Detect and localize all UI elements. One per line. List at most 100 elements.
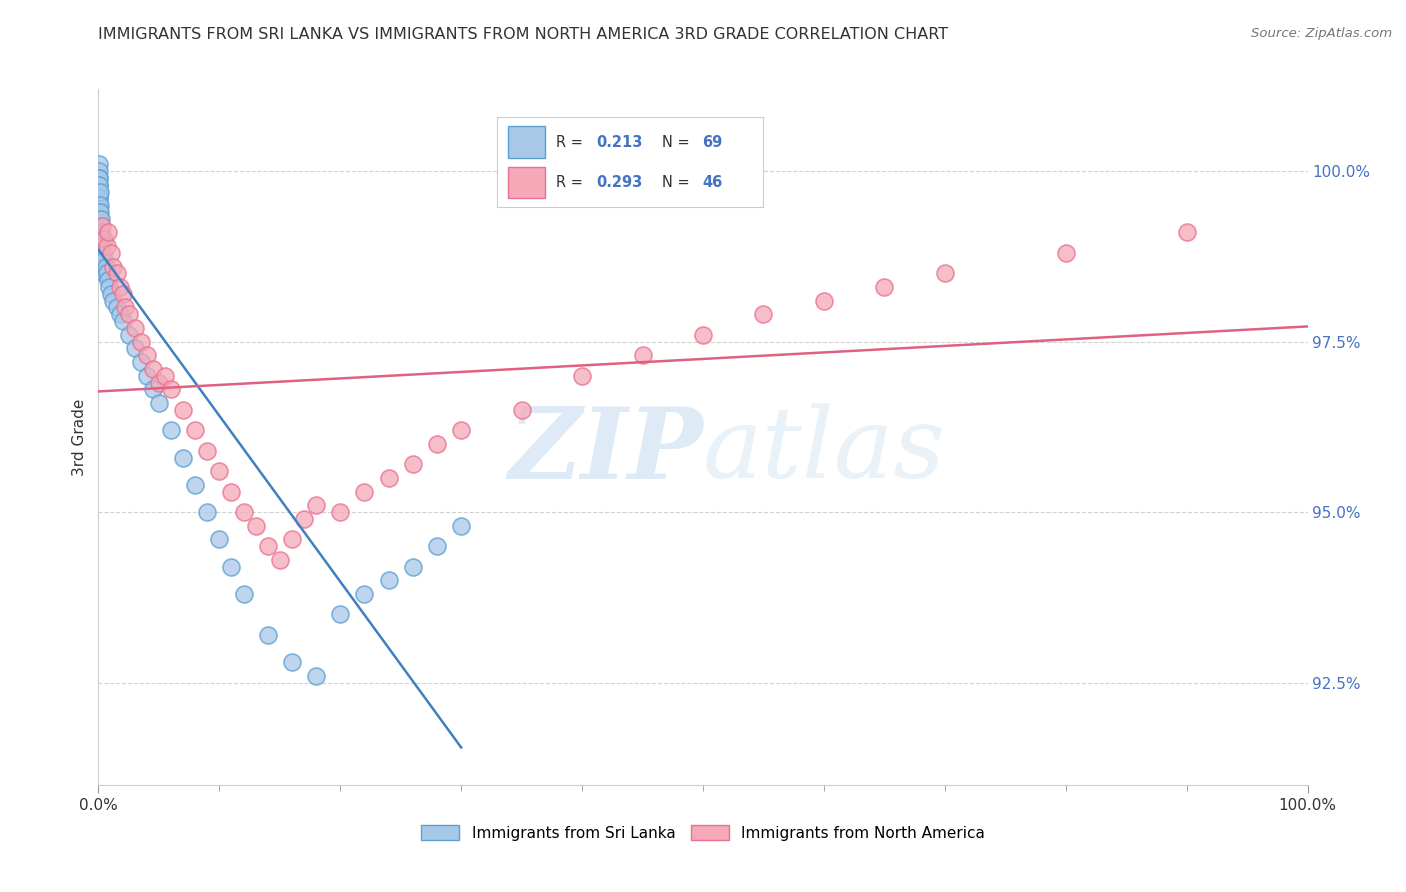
Point bbox=[281, 655, 304, 669]
Point bbox=[1175, 226, 1198, 240]
Point bbox=[153, 368, 176, 383]
Point bbox=[160, 423, 183, 437]
Point bbox=[90, 226, 112, 240]
Point bbox=[96, 239, 118, 253]
Point bbox=[89, 219, 111, 233]
Point bbox=[94, 260, 117, 274]
Point bbox=[232, 587, 254, 601]
Point bbox=[100, 246, 122, 260]
Point bbox=[184, 478, 207, 492]
Point bbox=[90, 232, 112, 246]
Point bbox=[221, 484, 243, 499]
Point bbox=[353, 587, 375, 601]
Point bbox=[105, 266, 128, 280]
Point bbox=[93, 232, 115, 246]
Point bbox=[402, 458, 425, 472]
Point bbox=[631, 348, 654, 362]
Point bbox=[135, 348, 157, 362]
Point bbox=[124, 342, 146, 356]
Point bbox=[108, 280, 131, 294]
Point bbox=[329, 607, 352, 622]
Point bbox=[195, 505, 218, 519]
Point bbox=[91, 252, 114, 267]
Point bbox=[101, 293, 124, 308]
Point bbox=[87, 211, 110, 226]
Point bbox=[1054, 246, 1077, 260]
Point bbox=[184, 423, 207, 437]
Point bbox=[195, 443, 218, 458]
Point bbox=[111, 286, 134, 301]
Y-axis label: 3rd Grade: 3rd Grade bbox=[72, 399, 87, 475]
Legend: Immigrants from Sri Lanka, Immigrants from North America: Immigrants from Sri Lanka, Immigrants fr… bbox=[415, 819, 991, 847]
Point bbox=[87, 198, 110, 212]
Point bbox=[208, 533, 231, 547]
Point bbox=[89, 232, 111, 246]
Point bbox=[90, 252, 112, 267]
Point bbox=[172, 402, 194, 417]
Point bbox=[221, 559, 243, 574]
Point bbox=[91, 239, 114, 253]
Point bbox=[160, 382, 183, 396]
Point bbox=[114, 301, 136, 315]
Point bbox=[89, 185, 111, 199]
Text: Source: ZipAtlas.com: Source: ZipAtlas.com bbox=[1251, 27, 1392, 40]
Point bbox=[873, 280, 896, 294]
Point bbox=[692, 327, 714, 342]
Text: atlas: atlas bbox=[703, 403, 946, 499]
Point bbox=[571, 368, 593, 383]
Point bbox=[269, 553, 291, 567]
Point bbox=[93, 252, 115, 267]
Point bbox=[256, 628, 278, 642]
Point bbox=[377, 471, 399, 485]
Point bbox=[135, 368, 157, 383]
Point bbox=[100, 286, 122, 301]
Point bbox=[813, 293, 835, 308]
Point bbox=[90, 211, 112, 226]
Point bbox=[142, 382, 165, 396]
Point bbox=[87, 185, 110, 199]
Point bbox=[329, 505, 352, 519]
Point bbox=[450, 423, 472, 437]
Point bbox=[87, 185, 110, 199]
Point bbox=[111, 314, 134, 328]
Point bbox=[148, 396, 170, 410]
Point bbox=[129, 334, 152, 349]
Point bbox=[97, 226, 120, 240]
Point bbox=[292, 512, 315, 526]
Point bbox=[172, 450, 194, 465]
Point bbox=[91, 260, 114, 274]
Point bbox=[87, 164, 110, 178]
Point bbox=[89, 211, 111, 226]
Point bbox=[402, 559, 425, 574]
Point bbox=[89, 205, 111, 219]
Point bbox=[148, 376, 170, 390]
Point bbox=[305, 498, 328, 512]
Point bbox=[87, 198, 110, 212]
Point bbox=[87, 170, 110, 185]
Point bbox=[208, 464, 231, 478]
Point bbox=[87, 178, 110, 192]
Point bbox=[426, 539, 449, 553]
Point bbox=[90, 246, 112, 260]
Text: IMMIGRANTS FROM SRI LANKA VS IMMIGRANTS FROM NORTH AMERICA 3RD GRADE CORRELATION: IMMIGRANTS FROM SRI LANKA VS IMMIGRANTS … bbox=[98, 27, 949, 42]
Point bbox=[105, 301, 128, 315]
Point bbox=[245, 518, 267, 533]
Point bbox=[89, 178, 111, 192]
Point bbox=[129, 355, 152, 369]
Point bbox=[91, 219, 114, 233]
Point bbox=[87, 157, 110, 171]
Point bbox=[89, 191, 111, 205]
Point bbox=[934, 266, 956, 280]
Point bbox=[87, 219, 110, 233]
Point bbox=[87, 170, 110, 185]
Point bbox=[256, 539, 278, 553]
Point bbox=[108, 307, 131, 321]
Point bbox=[118, 327, 141, 342]
Point bbox=[124, 321, 146, 335]
Point bbox=[305, 669, 328, 683]
Text: ZIP: ZIP bbox=[508, 403, 703, 500]
Point bbox=[87, 191, 110, 205]
Point bbox=[89, 219, 111, 233]
Point bbox=[89, 198, 111, 212]
Point bbox=[87, 205, 110, 219]
